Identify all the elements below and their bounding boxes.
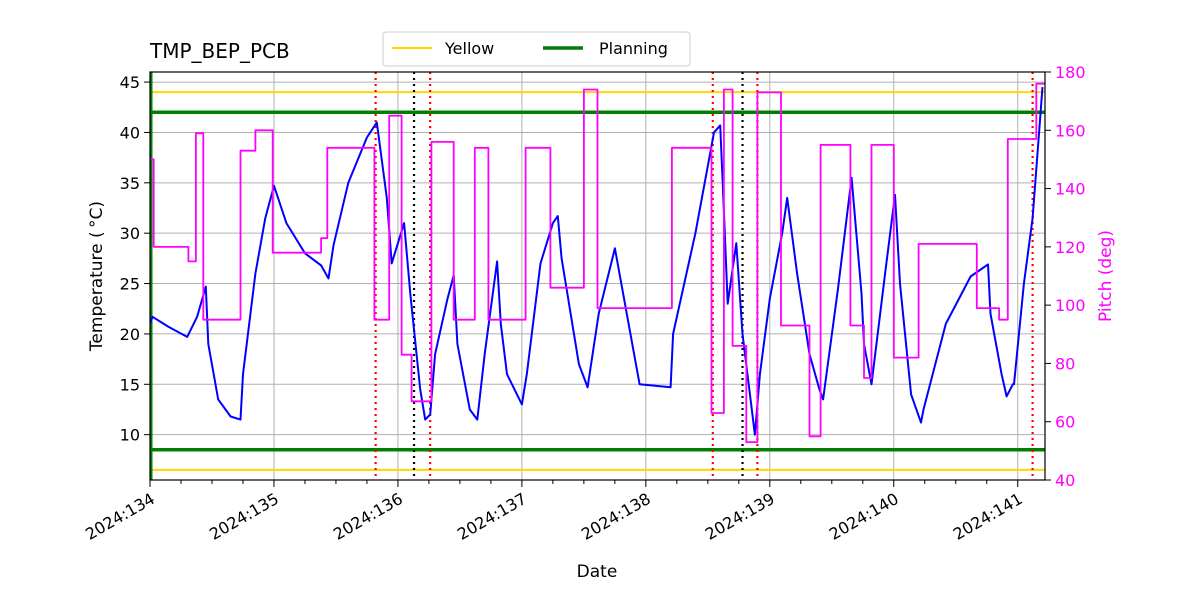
y2-tick-label: 100 [1055, 296, 1086, 315]
x-tick-label: 2024:134 [82, 489, 158, 544]
x-tick-label: 2024:140 [826, 489, 902, 544]
x-tick-label: 2024:135 [206, 489, 282, 544]
y2-tick-label: 140 [1055, 180, 1086, 199]
legend: Yellow Planning [382, 31, 691, 67]
series-lines [150, 82, 1045, 443]
y-tick-label: 20 [120, 325, 140, 344]
y-tick-label: 25 [120, 275, 140, 294]
temperature-series-line [150, 87, 1044, 436]
x-tick-label: 2024:141 [950, 489, 1026, 544]
y2-tick-label: 160 [1055, 121, 1086, 140]
legend-label-yellow: Yellow [444, 39, 494, 58]
y-tick-label: 40 [120, 123, 140, 142]
x-tick-label: 2024:137 [454, 489, 530, 544]
x-tick-label: 2024:139 [702, 489, 778, 544]
y2-tick-label: 80 [1055, 354, 1075, 373]
x-tick-label: 2024:138 [578, 489, 654, 544]
x-axis-title: Date [577, 562, 618, 582]
y2-tick-label: 60 [1055, 413, 1075, 432]
y2-tick-label: 120 [1055, 238, 1086, 257]
plot-frame [149, 71, 1046, 481]
y2-tick-label: 180 [1055, 63, 1086, 82]
y-tick-label: 15 [120, 375, 140, 394]
y-tick-label: 35 [120, 174, 140, 193]
y2-tick-label: 40 [1055, 471, 1075, 490]
legend-box [382, 31, 691, 67]
y-tick-label: 30 [120, 224, 140, 243]
y2-axis-title: Pitch (deg) [1096, 230, 1116, 322]
y-tick-label: 10 [120, 426, 140, 445]
y-tick-label: 45 [120, 73, 140, 92]
chart-title: TMP_BEP_PCB [149, 39, 290, 63]
legend-label-planning: Planning [599, 39, 668, 58]
pitch-series-line [150, 82, 1045, 443]
x-tick-label: 2024:136 [330, 489, 406, 544]
y-axis-title: Temperature ( °C) [87, 201, 107, 352]
